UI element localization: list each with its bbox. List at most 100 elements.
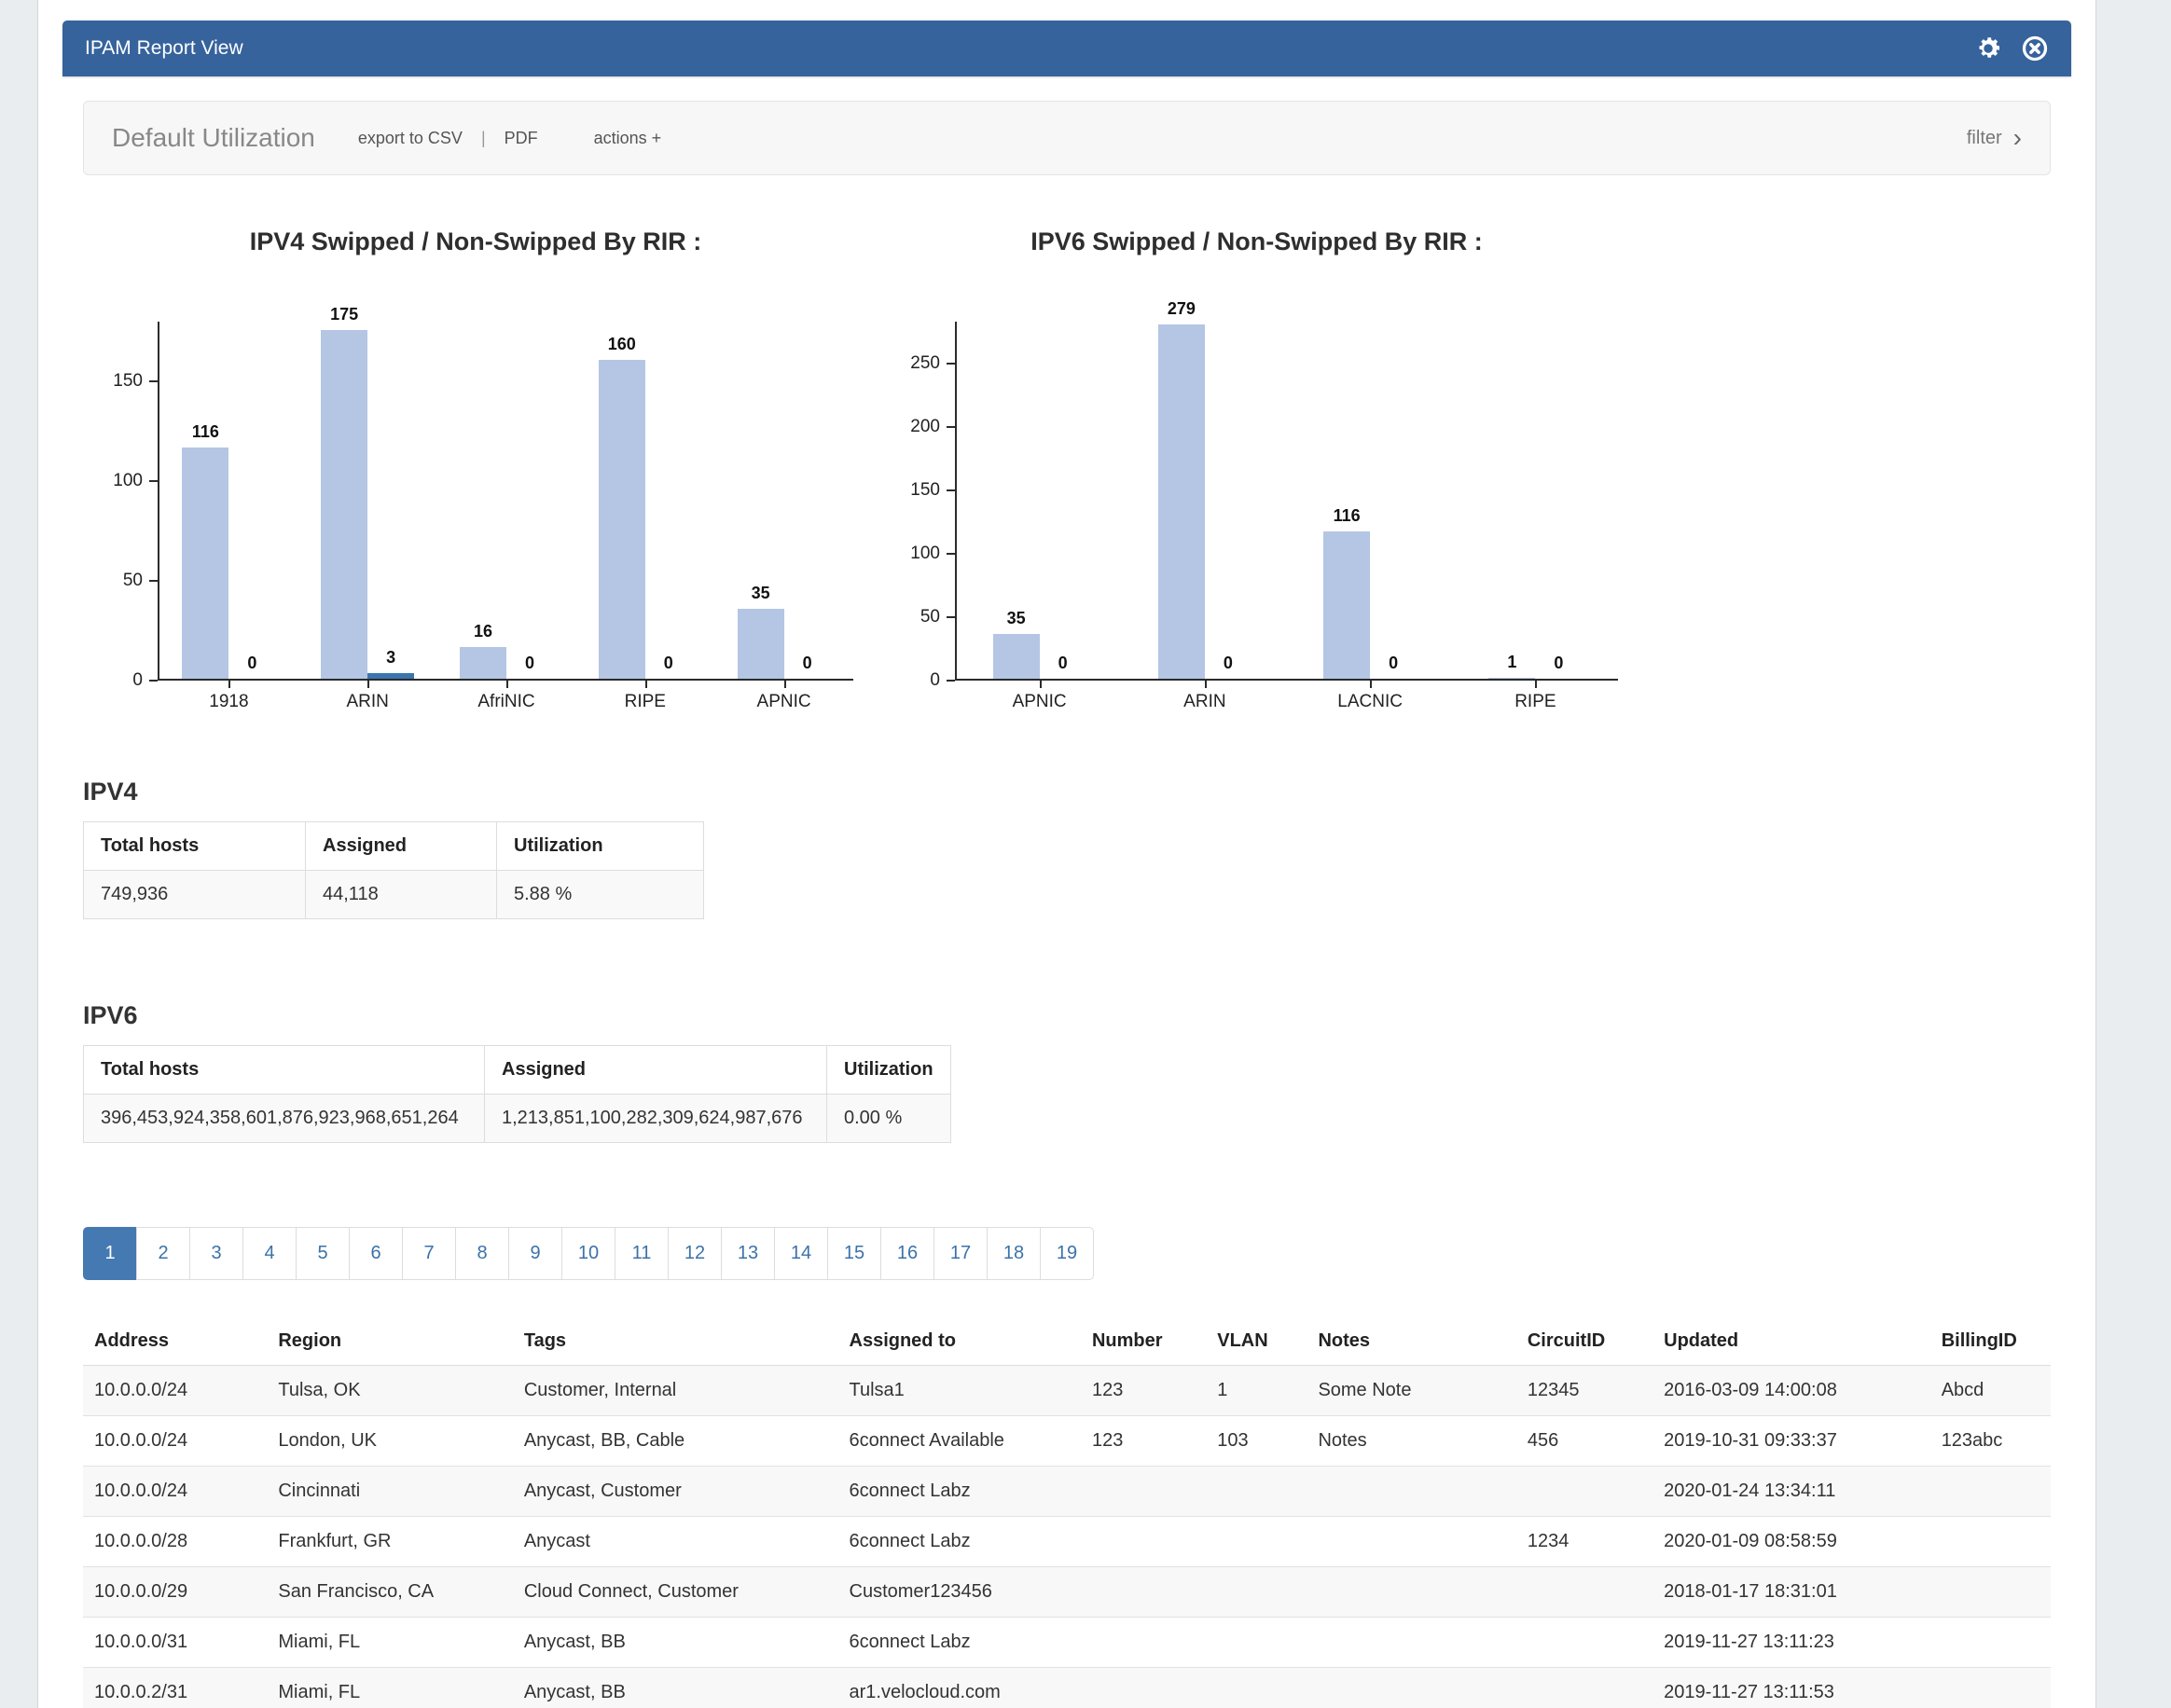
table-cell: ar1.velocloud.com <box>837 1667 1081 1708</box>
pagination-page-8[interactable]: 8 <box>455 1227 509 1280</box>
filter-toggle[interactable]: filter › <box>1967 125 2022 151</box>
pagination-page-9[interactable]: 9 <box>508 1227 562 1280</box>
ipv6-bar-chart: IPV6 Swipped / Non-Swipped By RIR : 0 50 1… <box>895 227 1618 712</box>
table-cell <box>1515 1667 1653 1708</box>
non-swipped-bar <box>367 672 415 679</box>
bar-group-RIPE: 160 0 <box>575 322 714 679</box>
ipv4-bar-chart: IPV4 Swipped / Non-Swipped By RIR : 0 50 1… <box>98 227 853 712</box>
pagination-page-19[interactable]: 19 <box>1040 1227 1094 1280</box>
gear-icon[interactable] <box>1974 34 2002 62</box>
bar-group-LACNIC: 116 0 <box>1288 322 1453 679</box>
charts-row: IPV4 Swipped / Non-Swipped By RIR : 0 50 1… <box>83 227 2051 712</box>
pagination-page-14[interactable]: 14 <box>774 1227 828 1280</box>
summary-data-row: 749,936 44,118 5.88 % <box>83 870 704 919</box>
y-tick-label: 0 <box>930 670 940 690</box>
summary-column-header: Utilization <box>826 1045 951 1095</box>
pagination-page-2[interactable]: 2 <box>136 1227 190 1280</box>
y-tick-label: 250 <box>910 352 940 373</box>
pagination-page-11[interactable]: 11 <box>615 1227 669 1280</box>
ipv6-summary-table: Total hosts Assigned Utilization 396,453,92… <box>83 1045 951 1143</box>
pagination-page-17[interactable]: 17 <box>933 1227 988 1280</box>
table-cell: Cincinnati <box>267 1466 513 1517</box>
bar-slot: 3 <box>367 322 415 679</box>
table-cell <box>1206 1466 1307 1517</box>
table-cell: 456 <box>1515 1415 1653 1467</box>
table-cell: Notes <box>1307 1415 1516 1467</box>
y-tick-label: 200 <box>910 416 940 436</box>
table-cell: 6connect Available <box>837 1415 1081 1467</box>
table-cell: 10.0.0.0/24 <box>94 1380 188 1400</box>
bar-slot: 0 <box>784 322 831 679</box>
summary-column-header: Total hosts <box>83 821 306 871</box>
y-tick-label: 150 <box>910 479 940 500</box>
x-tick-mark <box>1204 681 1207 688</box>
y-axis: 0 50 100 150 <box>98 322 158 690</box>
pagination-page-5[interactable]: 5 <box>296 1227 350 1280</box>
table-cell: Customer123456 <box>837 1566 1081 1618</box>
export-csv-button[interactable]: export to CSV <box>357 128 463 147</box>
table-cell <box>1080 1466 1207 1517</box>
bar-value-label: 0 <box>1554 654 1564 672</box>
table-cell: 2020-01-09 08:58:59 <box>1652 1516 1930 1567</box>
bar-value-label: 0 <box>247 654 257 672</box>
table-cell: 103 <box>1206 1415 1307 1467</box>
swipped-bar <box>737 609 784 679</box>
pagination-page-1[interactable]: 1 <box>83 1227 137 1280</box>
table-cell: 123 <box>1080 1415 1207 1467</box>
table-cell <box>1080 1667 1207 1708</box>
swipped-bar <box>459 646 506 679</box>
table-cell: 6connect Labz <box>837 1516 1081 1567</box>
table-cell: Abcd <box>1941 1380 1984 1400</box>
records-header-row: Address Region Tags Assigned to Number VLAN No… <box>83 1321 2051 1366</box>
table-cell <box>1307 1516 1516 1567</box>
summary-cell: 396,453,924,358,601,876,923,968,651,264 <box>83 1094 485 1143</box>
table-row: 10.0.0.0/29 San Francisco, CA Cloud Connec… <box>83 1566 2051 1618</box>
bar-value-label: 35 <box>1006 609 1026 628</box>
pagination-page-4[interactable]: 4 <box>242 1227 297 1280</box>
actions-menu-button[interactable]: actions + <box>593 128 662 147</box>
bar-value-label: 0 <box>1223 654 1233 672</box>
table-cell <box>1206 1617 1307 1668</box>
table-cell: 123 <box>1091 1380 1124 1400</box>
summary-column-header: Assigned <box>305 821 497 871</box>
table-cell: 123abc <box>1929 1415 2051 1467</box>
content-card: IPAM Report View Default Utilization exp… <box>37 0 2096 1708</box>
pagination-page-3[interactable]: 3 <box>189 1227 243 1280</box>
pagination-page-10[interactable]: 10 <box>561 1227 615 1280</box>
bar-value-label: 3 <box>386 647 396 667</box>
y-tick-mark <box>947 489 955 491</box>
pagination-page-18[interactable]: 18 <box>987 1227 1041 1280</box>
pagination-page-13[interactable]: 13 <box>721 1227 775 1280</box>
table-cell: 1234 <box>1515 1516 1653 1567</box>
y-tick-mark <box>149 580 158 583</box>
records-column-header: Assigned to <box>837 1321 1081 1366</box>
table-cell: Some Note <box>1318 1380 1412 1400</box>
bar-value-label: 175 <box>330 304 359 324</box>
table-cell: 10.0.0.2/31 <box>83 1667 268 1708</box>
table-row: 10.0.0.0/31 Miami, FL Anycast, BB 6connect … <box>83 1617 2051 1668</box>
table-cell <box>1080 1516 1207 1567</box>
bar-value-label: 0 <box>663 654 673 672</box>
x-axis-label: ARIN <box>298 681 437 712</box>
pagination-page-16[interactable]: 16 <box>880 1227 934 1280</box>
export-pdf-button[interactable]: PDF <box>504 128 538 147</box>
pagination-page-6[interactable]: 6 <box>349 1227 403 1280</box>
x-axis-label: ARIN <box>1122 681 1287 712</box>
pagination-page-12[interactable]: 12 <box>668 1227 722 1280</box>
table-cell: 10.0.0.0/28 <box>83 1516 268 1567</box>
table-cell: 2019-10-31 09:33:37 <box>1652 1415 1930 1467</box>
y-tick-mark <box>947 362 955 365</box>
bar-slot: 1 <box>1488 322 1536 679</box>
close-icon[interactable] <box>2021 34 2049 62</box>
table-cell <box>1307 1667 1516 1708</box>
bar-slot: 279 <box>1157 299 1205 679</box>
pagination-page-7[interactable]: 7 <box>402 1227 456 1280</box>
table-cell: 2019-11-27 13:11:23 <box>1652 1617 1930 1668</box>
bar-slot: 116 <box>1323 322 1371 679</box>
table-cell: 6connect Labz <box>837 1466 1081 1517</box>
report-name: Default Utilization <box>112 123 315 152</box>
pagination-page-15[interactable]: 15 <box>827 1227 881 1280</box>
records-table: Address Region Tags Assigned to Number VLAN No… <box>83 1321 2051 1708</box>
table-cell <box>1929 1617 2051 1668</box>
